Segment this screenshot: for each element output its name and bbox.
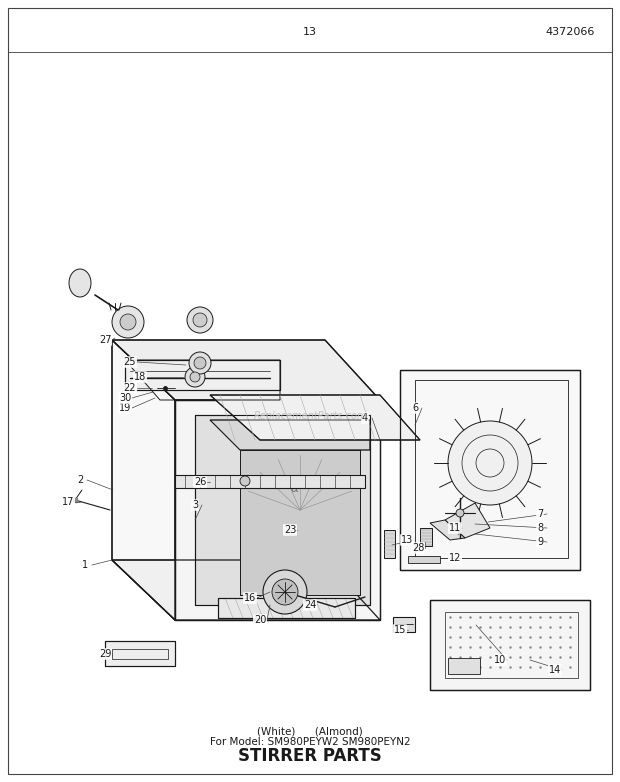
Polygon shape xyxy=(105,641,175,666)
Polygon shape xyxy=(125,360,280,390)
Text: 11: 11 xyxy=(449,523,461,533)
Circle shape xyxy=(263,570,307,614)
Text: 15: 15 xyxy=(394,625,406,635)
Circle shape xyxy=(456,509,464,517)
Circle shape xyxy=(187,307,213,333)
Text: 14: 14 xyxy=(549,665,561,675)
Text: 4372066: 4372066 xyxy=(546,27,595,37)
Text: α: α xyxy=(291,482,299,494)
Text: 20: 20 xyxy=(254,615,266,625)
Text: 8: 8 xyxy=(537,523,543,533)
Polygon shape xyxy=(400,370,580,570)
Text: 27: 27 xyxy=(99,335,111,345)
Text: 13: 13 xyxy=(401,535,413,545)
Circle shape xyxy=(190,372,200,382)
Text: 26: 26 xyxy=(194,477,206,487)
Polygon shape xyxy=(218,598,355,618)
Polygon shape xyxy=(445,503,490,538)
Text: 24: 24 xyxy=(304,600,316,610)
Text: 4: 4 xyxy=(362,413,368,423)
Text: 18: 18 xyxy=(134,372,146,382)
Polygon shape xyxy=(430,520,465,540)
Polygon shape xyxy=(210,395,420,440)
Polygon shape xyxy=(384,530,395,558)
Circle shape xyxy=(120,314,136,330)
Text: 28: 28 xyxy=(412,543,424,553)
Polygon shape xyxy=(175,475,365,488)
Text: 1: 1 xyxy=(82,560,88,570)
Circle shape xyxy=(193,313,207,327)
Text: ReplacementParts.com: ReplacementParts.com xyxy=(253,411,367,421)
Polygon shape xyxy=(393,617,415,632)
Circle shape xyxy=(448,421,532,505)
Text: (White)      (Almond): (White) (Almond) xyxy=(257,726,363,736)
Text: 23: 23 xyxy=(284,525,296,535)
Text: For Model: SM980PEYW2 SM980PEYN2: For Model: SM980PEYW2 SM980PEYN2 xyxy=(210,737,410,747)
Text: 17: 17 xyxy=(62,497,74,507)
Circle shape xyxy=(194,357,206,369)
Polygon shape xyxy=(430,600,590,690)
Text: 22: 22 xyxy=(124,383,136,393)
Text: 19: 19 xyxy=(119,403,131,413)
Polygon shape xyxy=(112,340,380,400)
Polygon shape xyxy=(240,450,360,595)
Text: 12: 12 xyxy=(449,553,461,563)
Polygon shape xyxy=(420,528,432,546)
Text: 10: 10 xyxy=(494,655,506,665)
Text: 9: 9 xyxy=(537,537,543,547)
Text: 3: 3 xyxy=(192,500,198,510)
Polygon shape xyxy=(112,560,380,620)
Polygon shape xyxy=(210,420,370,450)
Circle shape xyxy=(185,367,205,387)
Polygon shape xyxy=(448,658,480,674)
Text: 7: 7 xyxy=(537,509,543,519)
Circle shape xyxy=(272,579,298,605)
Polygon shape xyxy=(112,340,175,620)
Text: 29: 29 xyxy=(99,649,111,659)
Text: 16: 16 xyxy=(244,593,256,603)
Text: STIRRER PARTS: STIRRER PARTS xyxy=(238,747,382,765)
Polygon shape xyxy=(175,400,380,620)
Text: 2: 2 xyxy=(77,475,83,485)
Text: 13: 13 xyxy=(303,27,317,37)
Text: 30: 30 xyxy=(119,393,131,403)
Ellipse shape xyxy=(69,269,91,297)
Polygon shape xyxy=(195,415,370,605)
Circle shape xyxy=(240,476,250,486)
Circle shape xyxy=(112,306,144,338)
Text: 6: 6 xyxy=(412,403,418,413)
Text: 25: 25 xyxy=(124,357,136,367)
Circle shape xyxy=(189,352,211,374)
Polygon shape xyxy=(408,556,440,563)
